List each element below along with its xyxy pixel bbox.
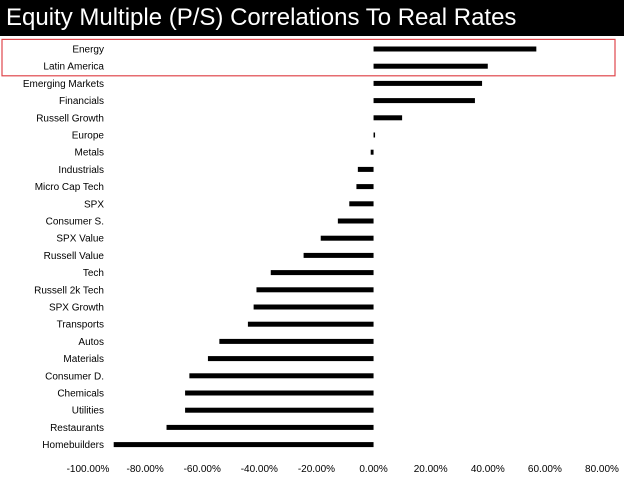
category-label: Energy xyxy=(72,45,104,56)
category-label: Consumer S. xyxy=(46,217,104,228)
x-tick-label: 40.00% xyxy=(471,464,505,475)
bar-latin-america xyxy=(373,63,488,69)
bar-chemicals xyxy=(185,390,374,396)
x-tick-labels-group: -100.00% -80.00% -60.00% -40.00% -20.00% 0.00… xyxy=(67,464,619,475)
category-label: Chemicals xyxy=(57,389,104,400)
bar-energy xyxy=(373,46,537,52)
category-label: Russell Value xyxy=(44,251,105,262)
category-label: Financials xyxy=(59,96,104,107)
x-tick-label: 20.00% xyxy=(414,464,448,475)
category-labels-group: Energy Latin America Emerging Markets Finan… xyxy=(23,45,105,452)
bar-emerging-markets xyxy=(373,80,483,86)
category-label: SPX xyxy=(84,199,104,210)
bars-group xyxy=(113,46,537,448)
bar-metals xyxy=(370,149,374,155)
category-label: SPX Growth xyxy=(49,303,104,314)
bar-russell-growth xyxy=(373,115,403,121)
bar-russell-value xyxy=(303,252,374,258)
category-label: Homebuilders xyxy=(42,440,104,451)
bar-spx-value xyxy=(320,235,374,241)
category-label: Europe xyxy=(72,131,105,142)
category-label: Autos xyxy=(78,337,104,348)
category-label: Russell 2k Tech xyxy=(34,285,104,296)
bar-spx-growth xyxy=(253,304,374,310)
x-tick-label: 0.00% xyxy=(359,464,387,475)
category-label: Consumer D. xyxy=(45,371,104,382)
chart-title: Equity Multiple (P/S) Correlations To Re… xyxy=(0,0,624,36)
category-label: Emerging Markets xyxy=(23,79,104,90)
bar-industrials xyxy=(357,166,374,172)
bar-utilities xyxy=(185,407,374,413)
x-tick-label: -100.00% xyxy=(67,464,110,475)
x-tick-label: 60.00% xyxy=(528,464,562,475)
bar-consumer-d xyxy=(189,373,374,379)
bar-homebuilders xyxy=(113,442,374,448)
bar-tech xyxy=(270,270,374,276)
bar-financials xyxy=(373,98,475,104)
category-label: Tech xyxy=(83,268,104,279)
category-label: Utilities xyxy=(72,406,104,417)
bar-materials xyxy=(207,356,374,362)
x-tick-label: -80.00% xyxy=(126,464,163,475)
bar-russell-2k-tech xyxy=(256,287,374,293)
bar-spx xyxy=(349,201,374,207)
bar-europe xyxy=(373,132,376,138)
category-label: Latin America xyxy=(43,62,104,73)
category-label: Transports xyxy=(57,320,104,331)
x-tick-label: 80.00% xyxy=(585,464,619,475)
bar-autos xyxy=(219,338,374,344)
x-tick-label: -20.00% xyxy=(298,464,335,475)
category-label: Micro Cap Tech xyxy=(35,182,104,193)
highlight-box xyxy=(1,38,616,77)
bar-transports xyxy=(247,321,374,327)
category-label: Materials xyxy=(63,354,104,365)
category-label: Restaurants xyxy=(50,423,104,434)
category-label: Metals xyxy=(75,148,104,159)
category-label: Industrials xyxy=(58,165,104,176)
category-label: SPX Value xyxy=(56,234,104,245)
x-tick-label: -40.00% xyxy=(241,464,278,475)
category-label: Russell Growth xyxy=(36,113,104,124)
bar-micro-cap-tech xyxy=(356,184,374,190)
x-tick-label: -60.00% xyxy=(184,464,221,475)
bar-restaurants xyxy=(166,424,374,430)
bar-consumer-s xyxy=(337,218,374,224)
